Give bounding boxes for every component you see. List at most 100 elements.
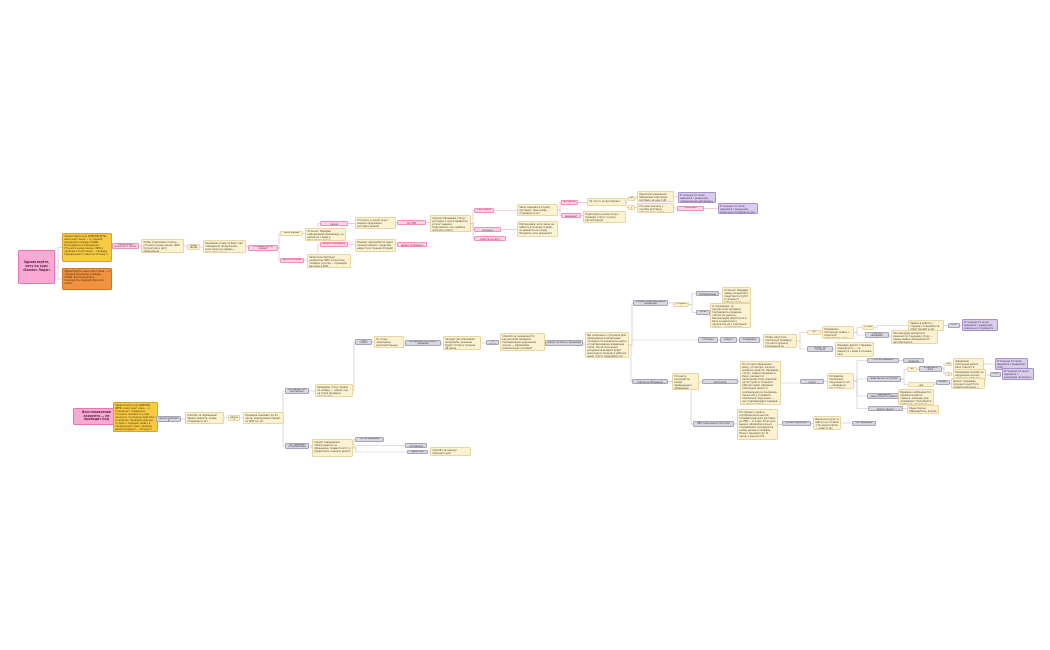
mindmap-node-m36[interactable]: клиент не согласен (807, 346, 833, 352)
mindmap-node-n22[interactable]: Приносим извинения! Оформляю повторную д… (637, 191, 674, 202)
mindmap-node-m21[interactable]: отказ (696, 310, 710, 315)
mindmap-node-m22[interactable]: К сожалению, по результатам проверки под… (710, 303, 751, 328)
mindmap-node-n21[interactable]: да (628, 196, 635, 201)
mindmap-node-b6[interactable]: Спасибо за оценку! Хорошего дня! (430, 447, 471, 456)
mindmap-node-n11[interactable]: заказ не найден (280, 258, 304, 263)
mindmap-node-m33[interactable]: В течение 72 часов вернёмся с решением, … (962, 319, 998, 331)
mindmap-node-m15[interactable]: клиент согласен с решением (545, 340, 583, 346)
mindmap-node-m19[interactable]: данные подтверждены (696, 291, 719, 296)
mindmap-node-n8[interactable]: пользователь не найден? (248, 245, 278, 251)
mindmap-node-n17[interactable]: с доставкой (474, 208, 494, 213)
mindmap-node-m4[interactable]: Спасибо за обращение! Заявка принята, но… (185, 412, 224, 424)
mindmap-node-m40[interactable]: номер найден, история загружена (702, 379, 738, 384)
mindmap-node-m39[interactable]: Уточните, пожалуйста, номер предыдущего … (672, 373, 699, 390)
mindmap-node-n30[interactable]: самовывоз из магазина (474, 227, 501, 232)
mindmap-node-n7[interactable]: Проверяю номер по базе: при совпадении п… (203, 240, 246, 253)
mindmap-node-r9[interactable]: нет (945, 372, 952, 376)
mindmap-node-m43[interactable]: Отправляю платёжное поручение в чат — пр… (827, 373, 854, 389)
mindmap-node-n35[interactable]: предложение по замене отправлено (397, 242, 427, 247)
mindmap-node-m20[interactable]: Отлично! Передаю заявку на выплату, сред… (722, 287, 751, 303)
mindmap-node-n33[interactable]: вопрос по возврату (320, 242, 348, 247)
mindmap-node-n5[interactable]: Чтобы оперативно помочь, уточните номер … (141, 239, 184, 253)
mindmap-node-n10[interactable]: Отлично! Передаю информацию менеджеру, о… (305, 228, 346, 241)
mindmap-node-m12[interactable]: Эксперт рассматривает материалы, решение… (443, 336, 481, 350)
mindmap-node-n14[interactable]: Уточните, в какой пункт выдачи оформлена… (355, 217, 396, 229)
mindmap-node-m8[interactable]: Проверяю статус заявки по номеру — сейча… (315, 384, 353, 397)
mindmap-node-n12[interactable]: Запросите повторно реквизиты: ФИО полнос… (307, 254, 351, 268)
mindmap-node-m17[interactable]: ожидает подтверждения владельца (633, 300, 668, 306)
mindmap-node-r3[interactable]: средства не поступили? (867, 376, 901, 382)
mindmap-node-q5[interactable]: чат завершён (852, 421, 876, 426)
mindmap-node-m25[interactable]: возвращён (739, 337, 760, 343)
mindmap-node-n34[interactable]: Возврат оформляется через личный кабинет… (355, 239, 396, 252)
mindmap-node-q2[interactable]: По трекингу заказ в сортировочном центре… (737, 409, 778, 440)
mindmap-node-n26[interactable]: эскалация (677, 206, 704, 211)
mindmap-node-b4[interactable]: оценка поставлена (405, 443, 427, 448)
mindmap-node-r12[interactable]: В течение 72 часов вернёмся с решением, … (1002, 368, 1034, 380)
mindmap-node-n24[interactable]: нет (628, 205, 635, 210)
mindmap-node-m41[interactable]: По истории обращения вижу, что вопрос ка… (740, 361, 781, 405)
mindmap-node-n18[interactable]: Заказ передан в службу доставки, трек-но… (517, 204, 558, 216)
mindmap-node-m27[interactable]: да (807, 330, 821, 335)
mindmap-node-m28[interactable]: Направляю повторную заявку с пометкой «п… (822, 326, 854, 339)
mindmap-node-q3[interactable]: розыск оформлен (782, 421, 811, 426)
mindmap-node-b2[interactable]: Скрипт завершения: поблагодарить за обра… (312, 439, 353, 457)
mindmap-node-m3[interactable]: заявка зарегистрирована (156, 416, 181, 422)
mindmap-node-m10[interactable]: По спору запрошены дополнительные матери… (374, 336, 404, 348)
mindmap-node-b1[interactable]: чат завершён пользователем (285, 443, 309, 449)
mindmap-node-n4[interactable]: Оформление розничного заказа (112, 243, 139, 249)
mindmap-node-q4[interactable]: Держим в курсе, в заботе не оставим :) П… (813, 416, 841, 430)
mindmap-node-m14[interactable]: Спасибо за ожидание! По результатам пров… (500, 333, 545, 351)
mindmap-node-m34[interactable]: спор не завершён? (865, 332, 889, 338)
mindmap-node-n13[interactable]: вопрос по доставке заказа (320, 221, 348, 226)
mindmap-node-n1[interactable]: Здравствуйте, хочу на курс «Баланс Лодж» (18, 250, 55, 284)
mindmap-node-r15[interactable]: Диалог закрываю, хорошего дня! Если появ… (951, 378, 985, 389)
mindmap-node-n28[interactable]: спор не завершён? (561, 213, 581, 218)
mindmap-node-r13[interactable]: спор завершён (да) (908, 382, 934, 387)
mindmap-node-m9[interactable]: спор открыт (355, 339, 372, 345)
mindmap-node-r8[interactable]: В течение 72 часов вернёмся с решением (… (995, 358, 1028, 370)
mindmap-node-q1[interactable]: ПВЗ: заказ ещё не поступил (693, 421, 734, 427)
mindmap-node-m29[interactable]: готово (862, 325, 874, 330)
mindmap-node-m26[interactable]: Чтобы запустить повторную проверку, уточ… (763, 334, 797, 348)
mindmap-node-m16[interactable]: Мы сожалеем о ситуации! Для оформления к… (585, 332, 629, 358)
mindmap-node-r19[interactable]: Рады помочь! Обращайтесь, всегда на связ… (907, 405, 939, 414)
mindmap-node-n25[interactable]: Уточняю причину у службы доставки, держи… (637, 203, 674, 213)
mindmap-node-m37[interactable]: Передаю диалог старшему специалисту — он… (835, 342, 874, 357)
mindmap-node-m6[interactable]: Проверка занимает до 24 часов, уведомлен… (243, 412, 284, 424)
mindmap-node-n27[interactable]: В течение 72 часов вернёмся с решением, … (718, 203, 758, 214)
mindmap-node-b5[interactable]: оценки нет (407, 450, 428, 454)
mindmap-node-m42[interactable]: подтверждение нужно (800, 379, 824, 384)
mindmap-node-m5[interactable]: что дальше (228, 415, 240, 421)
mindmap-node-m11[interactable]: материалы получены и переданы (405, 340, 441, 346)
mindmap-node-b3[interactable]: чат не завершён (355, 437, 384, 442)
mindmap-node-n15[interactable]: в выбранном городе нет ПВЗ (397, 220, 426, 225)
mindmap-node-r11[interactable]: итог (990, 372, 1001, 377)
mindmap-node-m13[interactable]: решение готово (486, 340, 499, 345)
mindmap-node-r17[interactable]: Временно наблюдаются перебои в работе се… (898, 389, 934, 405)
mindmap-node-m35[interactable]: Рекомендуем дождаться решения по текущем… (891, 330, 938, 344)
mindmap-node-m23[interactable]: отклонён (698, 337, 718, 343)
mindmap-node-n9[interactable]: заказ найден (280, 231, 303, 236)
mindmap-node-r16[interactable]: временная недоступность сервиса (867, 393, 901, 399)
mindmap-node-n20[interactable]: За что-то не доставлен? (587, 198, 626, 206)
mindmap-node-n16[interactable]: Хорошо! Проверяю статус доставки и сроки… (430, 215, 471, 232)
mindmap-node-m7[interactable]: доставлен / не доставлен? (285, 388, 309, 394)
mindmap-node-r18[interactable]: ошибка не повторяется, вопрос закрыт (868, 406, 903, 411)
mindmap-node-m24[interactable]: закрыт (720, 337, 737, 343)
mindmap-node-r14[interactable]: закрыт (936, 380, 950, 385)
mindmap-node-r2[interactable]: ожидание решения (903, 358, 924, 363)
mindmap-node-r6[interactable]: да (945, 362, 952, 366)
mindmap-node-n31[interactable]: Напоминаем: если заказ не забрать в тече… (517, 221, 558, 237)
mindmap-node-n3[interactable]: Здравствуйте, меня зовут Анна — я старши… (62, 268, 112, 290)
mindmap-node-r5[interactable]: эскалация в банк (919, 366, 942, 372)
mindmap-node-n19[interactable]: не доставлен? (561, 200, 578, 205)
mindmap-node-m18[interactable]: на уточнении (673, 302, 689, 307)
mindmap-node-n23[interactable]: В течение 72 часов вернёмся с решением, … (678, 192, 716, 203)
mindmap-node-m32[interactable]: итог (948, 323, 960, 328)
mindmap-node-n2[interactable]: Здравствуйте или ДОБРЫЙ ДЕНЬ, меня зовут… (62, 233, 112, 262)
mindmap-node-n6[interactable]: номер заказа (187, 244, 200, 250)
mindmap-node-n29[interactable]: Подскажите номер спора — проверю статус … (583, 211, 626, 223)
mindmap-node-m38[interactable]: вопрос не решён, повторное обращение (632, 379, 668, 384)
